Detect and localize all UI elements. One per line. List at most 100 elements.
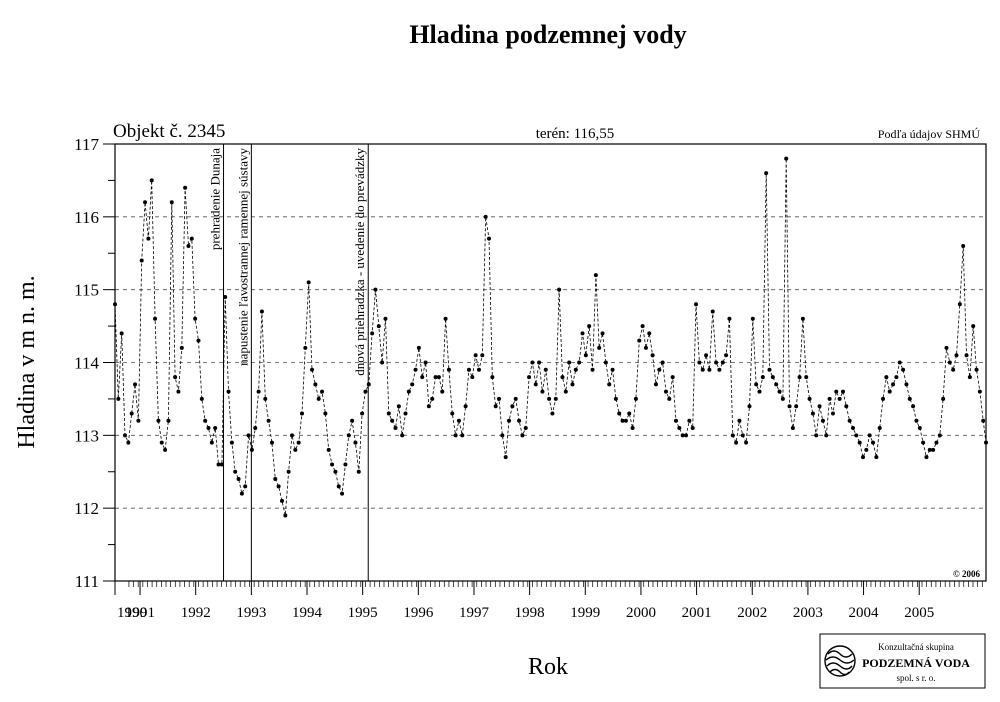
data-point <box>286 469 291 474</box>
data-point <box>887 389 892 394</box>
data-point <box>403 411 408 416</box>
data-point <box>346 433 351 438</box>
data-point <box>363 389 368 394</box>
copyright-label: © 2006 <box>953 569 980 579</box>
data-point <box>353 440 358 445</box>
data-point <box>430 396 435 401</box>
data-point <box>123 433 128 438</box>
data-point <box>413 367 418 372</box>
data-point <box>266 418 271 423</box>
data-point <box>206 426 211 431</box>
data-point <box>623 418 628 423</box>
data-point <box>760 375 765 380</box>
data-point <box>143 200 148 205</box>
data-point <box>219 462 224 467</box>
data-point <box>817 404 822 409</box>
data-point <box>924 455 929 460</box>
data-point <box>837 396 842 401</box>
data-point <box>814 433 819 438</box>
x-axis-title: Rok <box>528 654 568 680</box>
data-point <box>129 411 134 416</box>
data-point <box>904 382 909 387</box>
data-point <box>189 236 194 241</box>
data-point <box>500 433 505 438</box>
data-point <box>203 418 208 423</box>
data-point <box>770 375 775 380</box>
data-point <box>410 382 415 387</box>
data-point <box>406 389 411 394</box>
data-point <box>907 396 912 401</box>
data-point <box>754 382 759 387</box>
data-point <box>550 411 555 416</box>
data-point <box>954 353 959 358</box>
data-point <box>446 367 451 372</box>
data-point <box>714 360 719 365</box>
data-point <box>914 418 919 423</box>
data-point <box>396 404 401 409</box>
data-point <box>921 440 926 445</box>
data-point <box>800 316 805 321</box>
event-label: prehradenie Dunaja <box>208 148 223 250</box>
data-point <box>156 418 161 423</box>
data-point <box>186 243 191 248</box>
data-point <box>163 447 168 452</box>
data-point <box>854 433 859 438</box>
data-point <box>233 469 238 474</box>
data-point <box>704 353 709 358</box>
data-point <box>507 418 512 423</box>
wave-logo-icon <box>824 645 856 677</box>
data-point <box>423 360 428 365</box>
x-tick-label: 1998 <box>515 605 545 621</box>
x-tick-label: 1990 <box>117 605 147 621</box>
data-point <box>807 396 812 401</box>
event-label: dnová priehradzka - uvedenie do prevádzk… <box>352 148 367 376</box>
y-tick-label: 111 <box>75 572 99 591</box>
data-point <box>891 382 896 387</box>
data-point <box>473 353 478 358</box>
data-point <box>850 426 855 431</box>
data-point <box>931 447 936 452</box>
data-point <box>740 433 745 438</box>
data-point <box>784 156 789 161</box>
data-point <box>466 367 471 372</box>
data-point <box>724 353 729 358</box>
x-tick-label: 1994 <box>292 605 323 621</box>
data-point <box>176 389 181 394</box>
data-point <box>840 389 845 394</box>
x-tick-label: 1993 <box>236 605 266 621</box>
data-point <box>804 375 809 380</box>
data-point <box>570 382 575 387</box>
data-point <box>216 462 221 467</box>
data-point <box>607 382 612 387</box>
data-point <box>520 433 525 438</box>
data-point <box>223 294 228 299</box>
data-point <box>336 484 341 489</box>
data-point <box>393 426 398 431</box>
data-point <box>373 287 378 292</box>
data-point <box>497 396 502 401</box>
chart-title: Hladina podzemnej vody <box>409 20 686 49</box>
data-point <box>613 396 618 401</box>
data-point <box>977 389 982 394</box>
data-point <box>173 375 178 380</box>
y-axis-title: Hladina v m n. m. <box>14 275 40 448</box>
data-point <box>400 433 405 438</box>
y-tick-label: 116 <box>74 208 99 227</box>
data-point <box>901 367 906 372</box>
data-point <box>590 367 595 372</box>
data-point <box>487 236 492 241</box>
logo-line2: PODZEMNÁ VODA <box>862 656 970 670</box>
data-point <box>366 382 371 387</box>
data-point <box>543 367 548 372</box>
data-point <box>239 491 244 496</box>
data-point <box>580 331 585 336</box>
data-point <box>867 433 872 438</box>
data-point <box>243 484 248 489</box>
data-point <box>213 426 218 431</box>
data-point <box>456 418 461 423</box>
data-point <box>911 404 916 409</box>
data-point <box>416 345 421 350</box>
data-point <box>971 324 976 329</box>
data-point <box>269 440 274 445</box>
